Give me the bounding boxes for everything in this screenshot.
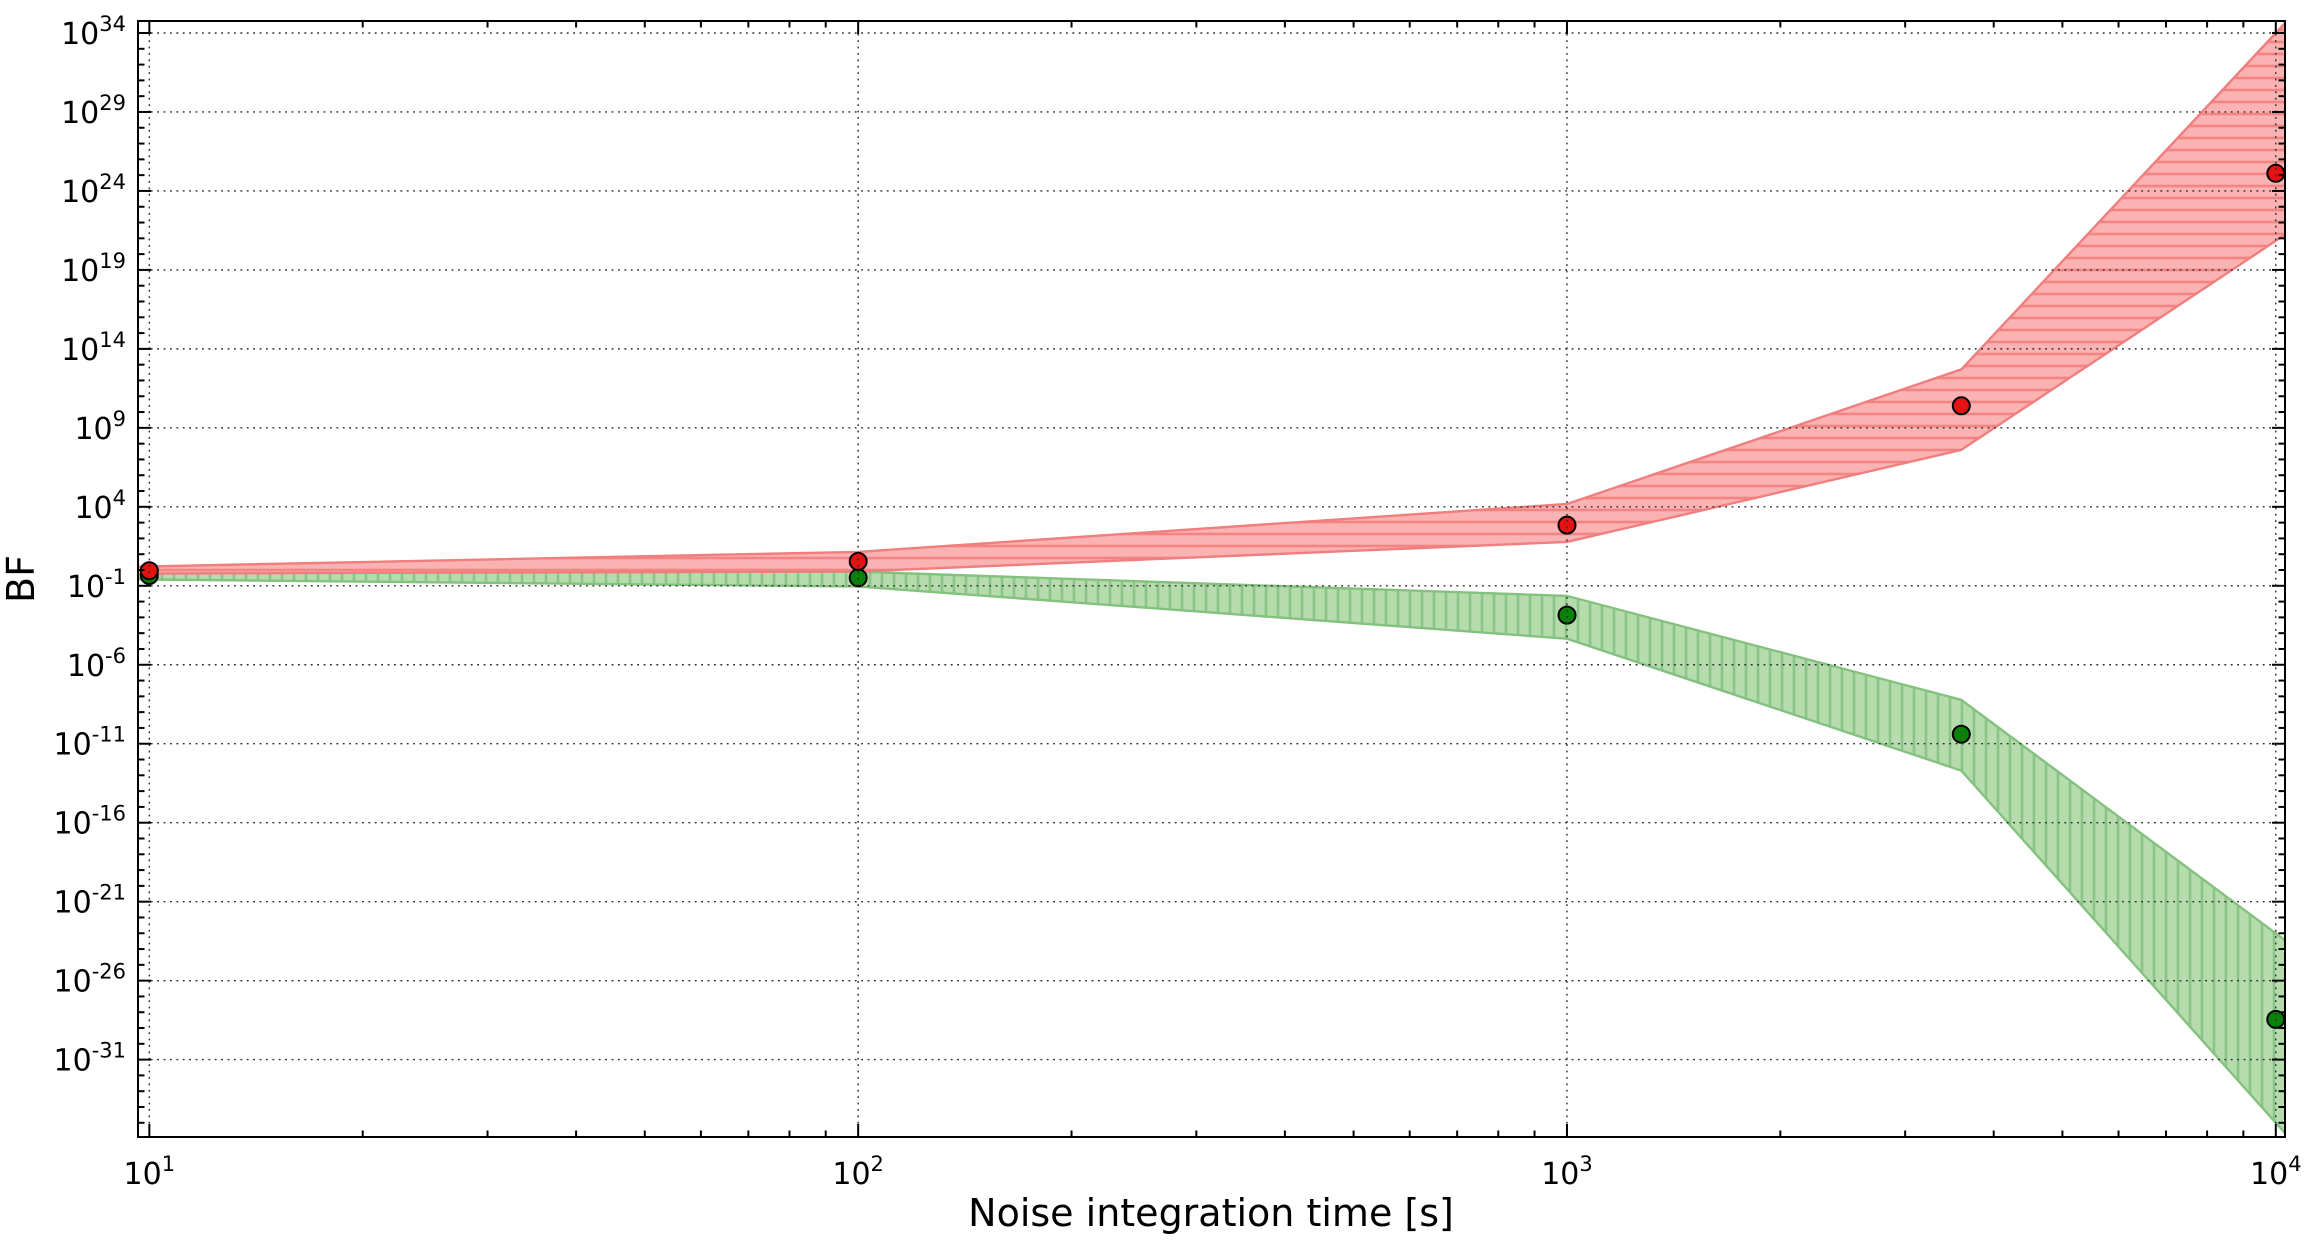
band-upper-edge-rising-bayes-factor [138,22,2285,568]
x-tick-label: 103 [1541,1152,1593,1192]
data-point-falling-bayes-factor [1557,605,1577,625]
y-tick-label: 1029 [61,91,126,131]
confidence-band-hatch-falling-bayes-factor [138,571,2285,1134]
y-tick-label: 10-26 [54,960,127,1000]
y-tick-label: 10-21 [54,881,127,921]
grid-layer [138,21,2285,1137]
y-tick-label: 1019 [61,249,126,289]
y-tick-label: 10-31 [54,1039,127,1079]
x-tick-label: 101 [124,1152,176,1192]
axis-layer: 101 102 103 104 1034 1029 1024 1019 1014 109 104 10… [54,12,2302,1192]
confidence-band-falling-bayes-factor [138,571,2285,1134]
data-point-rising-bayes-factor [1557,515,1577,535]
y-tick-label: 10-16 [54,802,127,842]
band-lower-edge-falling-bayes-factor [138,578,2285,1134]
y-tick-label: 104 [74,486,126,526]
x-axis-label: Noise integration time [s] [968,1191,1454,1235]
data-point-falling-bayes-factor [1951,724,1971,744]
data-point-rising-bayes-factor [2266,163,2285,183]
confidence-band-rising-bayes-factor [138,23,2285,574]
y-tick-label: 10-6 [67,644,126,684]
y-tick-label: 10-1 [67,565,126,605]
y-tick-label: 1024 [61,170,126,210]
band-layer [138,22,2285,1134]
y-tick-label: 109 [74,407,126,447]
confidence-band-hatch-rising-bayes-factor [138,23,2285,574]
data-point-rising-bayes-factor [848,551,868,571]
x-tick-label: 104 [2250,1152,2302,1192]
plot-frame [137,20,2286,1138]
data-point-rising-bayes-factor [1951,396,1971,416]
y-tick-label: 1014 [61,328,126,368]
y-tick-label: 1034 [61,12,126,52]
x-tick-label: 102 [832,1152,884,1192]
y-tick-label: 10-11 [54,723,127,763]
y-axis-label: BF [0,555,43,603]
